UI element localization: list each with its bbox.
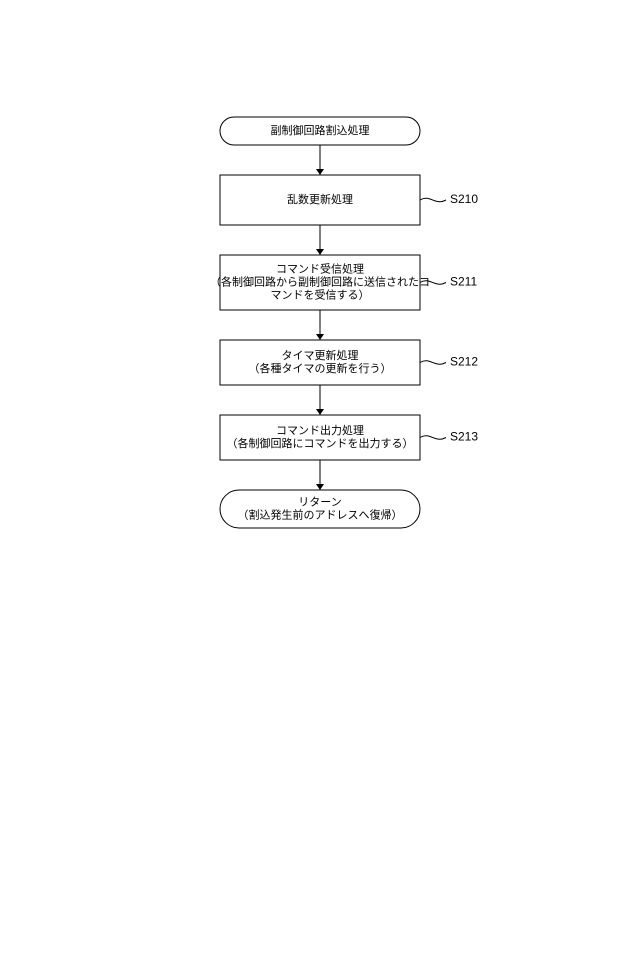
node-text-s210-0: 乱数更新処理 — [287, 192, 353, 206]
step-label-s210: S210 — [450, 192, 478, 206]
node-text-s212-0: タイマ更新処理 — [282, 348, 359, 362]
arrowhead-s210-s211 — [316, 249, 324, 255]
node-text-start-0: 副制御回路割込処理 — [271, 123, 370, 137]
node-text-s211-0: コマンド受信処理 — [276, 262, 364, 275]
arrowhead-s212-s213 — [316, 409, 324, 415]
node-text-s211-1: （各制御回路から副制御回路に送信されたコ — [210, 274, 430, 288]
flowchart-canvas: 副制御回路割込処理乱数更新処理 S210 コマンド受信処理（各制御回路から副制御回路… — [0, 0, 640, 964]
arrowhead-start-s210 — [316, 169, 324, 175]
step-label-s213: S213 — [450, 430, 478, 444]
node-text-s212-1: （各種タイマの更新を行う） — [249, 361, 392, 375]
step-label-s211: S211 — [450, 275, 477, 289]
leader-s213 — [420, 436, 446, 439]
leader-s210 — [420, 198, 446, 201]
arrowhead-s211-s212 — [316, 334, 324, 340]
node-text-s211-2: マンドを受信する） — [271, 288, 370, 301]
node-text-s213-0: コマンド出力処理 — [276, 423, 364, 437]
node-text-s213-1: （各制御回路にコマンドを出力する） — [227, 436, 414, 450]
node-text-return-1: （割込発生前のアドレスへ復帰） — [238, 507, 403, 521]
step-label-s212: S212 — [450, 355, 478, 369]
arrowhead-s213-return — [316, 484, 324, 490]
node-text-return-0: リターン — [298, 495, 341, 508]
leader-s212 — [420, 361, 446, 364]
